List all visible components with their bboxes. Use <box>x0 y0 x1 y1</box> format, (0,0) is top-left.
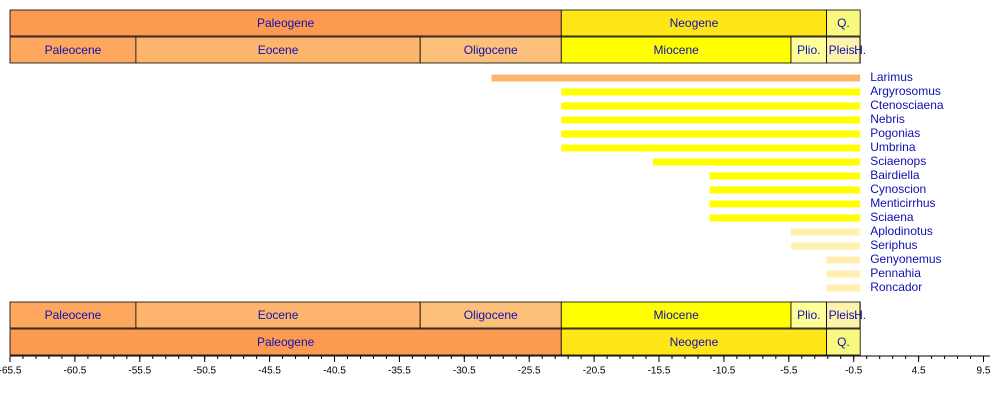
period-label: Neogene <box>670 335 719 349</box>
period-label: Paleogene <box>257 16 315 30</box>
x-tick-label: -35.5 <box>388 366 411 377</box>
taxon-bar <box>561 131 860 138</box>
taxon-bar <box>710 187 861 194</box>
x-tick-label: -45.5 <box>258 366 281 377</box>
taxon-bar <box>791 229 860 236</box>
taxon-bar <box>561 103 860 110</box>
taxon-bar <box>791 243 860 250</box>
taxon-label: Bairdiella <box>870 168 920 182</box>
x-tick-label: 9.5 <box>977 366 991 377</box>
taxon-bar <box>492 75 861 82</box>
taxon-label: Pennahia <box>870 266 921 280</box>
epoch-label: H. <box>854 43 866 57</box>
taxon-label: Aplodinotus <box>870 224 933 238</box>
epoch-label: Miocene <box>653 43 699 57</box>
epoch-label: Eocene <box>258 308 299 322</box>
period-label: Q. <box>837 335 850 349</box>
x-tick-label: -65.5 <box>0 366 22 377</box>
taxon-bar <box>710 215 861 222</box>
taxon-label: Cynoscion <box>870 182 926 196</box>
taxon-bar <box>561 117 860 124</box>
epoch-label: Paleocene <box>45 43 102 57</box>
x-tick-label: -5.5 <box>780 366 798 377</box>
taxon-bar <box>710 173 861 180</box>
x-tick-label: -10.5 <box>713 366 736 377</box>
epoch-label: Plio. <box>797 43 820 57</box>
taxon-label: Pogonias <box>870 126 920 140</box>
taxon-label: Argyrosomus <box>870 84 941 98</box>
taxon-bar <box>827 257 861 264</box>
taxon-label: Genyonemus <box>870 252 941 266</box>
period-label: Q. <box>837 16 850 30</box>
taxon-label: Menticirrhus <box>870 196 935 210</box>
taxon-label: Seriphus <box>870 238 917 252</box>
taxon-label: Ctenosciaena <box>870 98 944 112</box>
taxon-bar <box>561 89 860 96</box>
taxon-label: Sciaena <box>870 210 914 224</box>
taxon-bar <box>653 159 860 166</box>
epoch-label: Eocene <box>258 43 299 57</box>
x-tick-label: -0.5 <box>845 366 863 377</box>
x-tick-label: -30.5 <box>453 366 476 377</box>
x-tick-label: -50.5 <box>193 366 216 377</box>
period-label: Paleogene <box>257 335 315 349</box>
taxon-label: Roncador <box>870 280 922 294</box>
epoch-label: Oligocene <box>464 43 518 57</box>
x-tick-label: -60.5 <box>64 366 87 377</box>
x-tick-label: -40.5 <box>323 366 346 377</box>
x-tick-label: -25.5 <box>518 366 541 377</box>
epoch-label: Oligocene <box>464 308 518 322</box>
x-tick-label: -15.5 <box>648 366 671 377</box>
epoch-label: Miocene <box>653 308 699 322</box>
epoch-label: Paleocene <box>45 308 102 322</box>
taxon-bar <box>561 145 860 152</box>
x-tick-label: 4.5 <box>912 366 926 377</box>
taxon-label: Larimus <box>870 70 913 84</box>
epoch-label: Plio. <box>797 308 820 322</box>
x-tick-label: -20.5 <box>583 366 606 377</box>
taxon-bar <box>827 271 861 278</box>
taxon-label: Nebris <box>870 112 905 126</box>
period-label: Neogene <box>670 16 719 30</box>
taxon-label: Sciaenops <box>870 154 926 168</box>
epoch-label: H. <box>854 308 866 322</box>
taxon-bar <box>827 285 861 292</box>
taxon-label: Umbrina <box>870 140 916 154</box>
taxon-bar <box>710 201 861 208</box>
x-tick-label: -55.5 <box>128 366 151 377</box>
